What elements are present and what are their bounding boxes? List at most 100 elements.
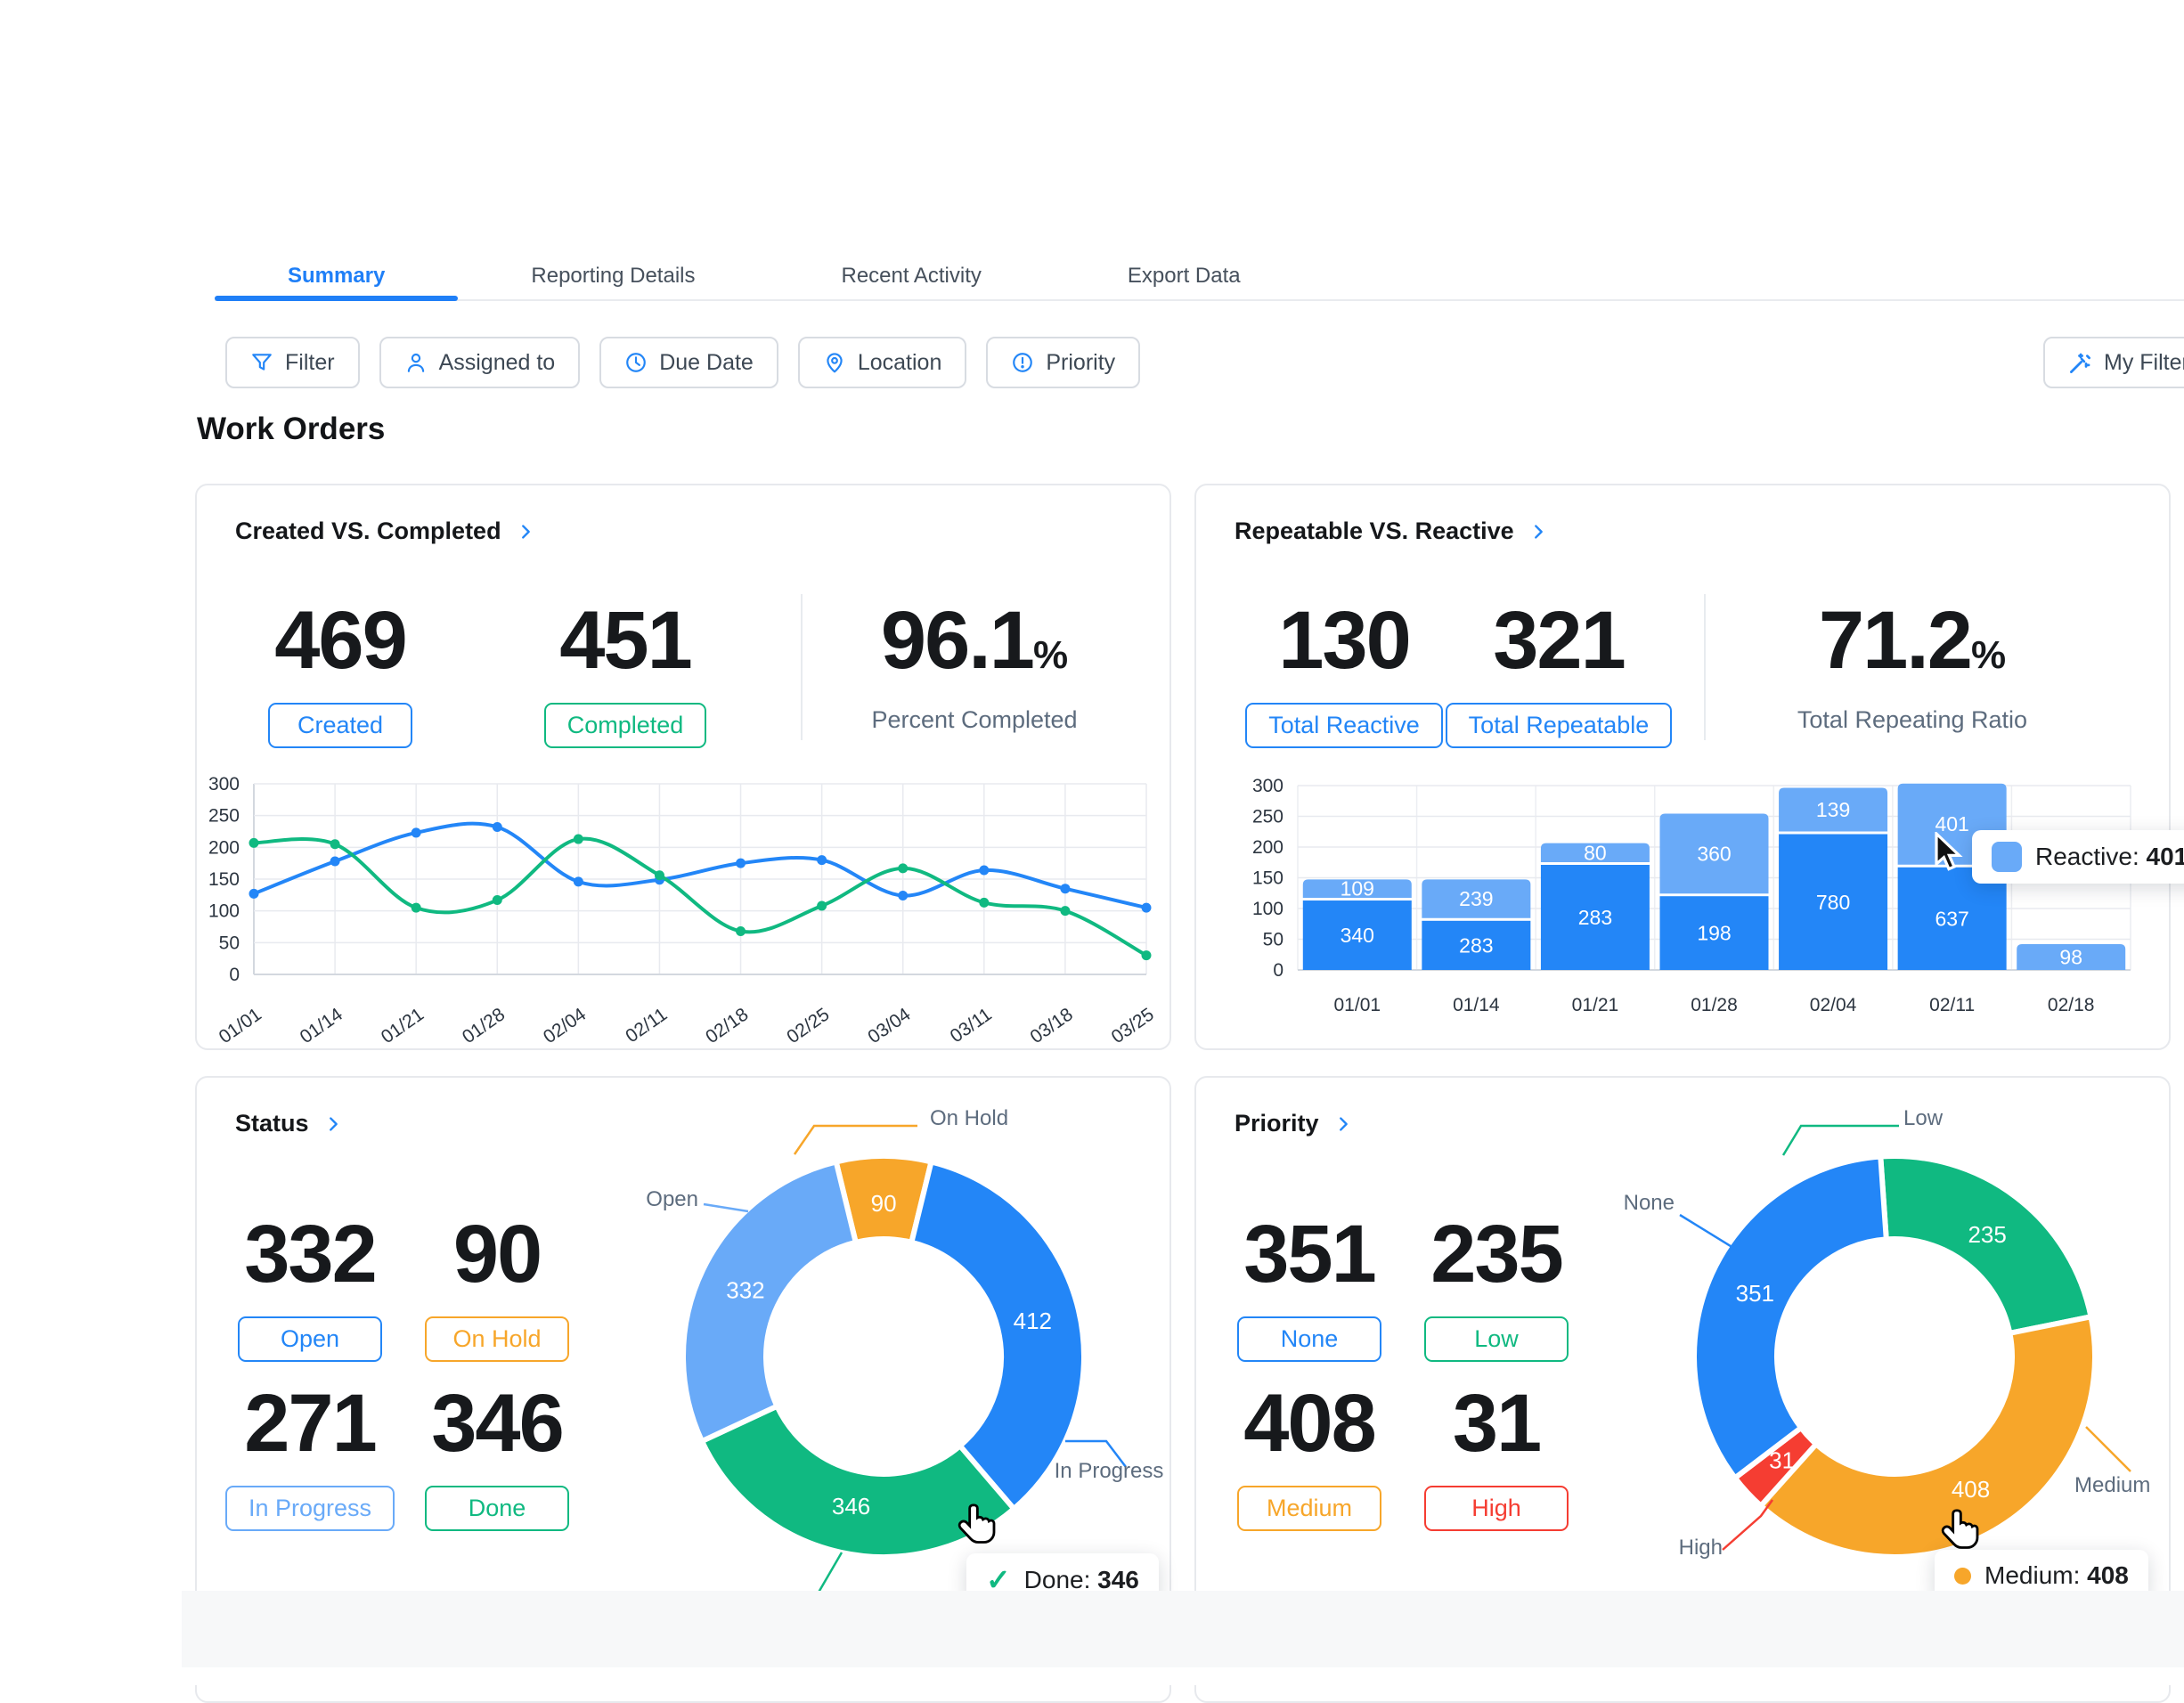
svg-text:0: 0: [229, 965, 240, 985]
reactive-swatch-icon: [1992, 842, 2022, 872]
pin-icon: [823, 351, 846, 374]
svg-text:01/21: 01/21: [1572, 995, 1619, 1015]
svg-text:250: 250: [208, 806, 240, 827]
svg-text:01/28: 01/28: [1691, 995, 1738, 1015]
svg-text:03/04: 03/04: [864, 1004, 915, 1047]
none-leader-label: None: [1541, 1189, 1675, 1218]
tab-recent-activity[interactable]: Recent Activity: [768, 252, 1054, 299]
svg-text:02/04: 02/04: [540, 1004, 591, 1047]
svg-text:300: 300: [1252, 776, 1284, 796]
assigned-to-button[interactable]: Assigned to: [379, 337, 581, 388]
svg-text:200: 200: [208, 837, 240, 858]
svg-text:250: 250: [1252, 807, 1284, 827]
svg-text:637: 637: [1935, 907, 1968, 930]
assigned-to-button-label: Assigned to: [439, 350, 556, 376]
svg-text:02/04: 02/04: [1810, 995, 1857, 1015]
filter-button[interactable]: Filter: [225, 337, 360, 388]
svg-text:98: 98: [2059, 946, 2082, 969]
user-icon: [404, 351, 428, 374]
svg-text:02/11: 02/11: [622, 1004, 671, 1047]
svg-text:408: 408: [1952, 1476, 1990, 1503]
svg-text:351: 351: [1736, 1280, 1774, 1307]
medium-dot-icon: [1954, 1568, 1971, 1585]
svg-text:02/18: 02/18: [702, 1004, 752, 1047]
svg-text:150: 150: [208, 869, 240, 890]
due-date-button-label: Due Date: [659, 350, 754, 376]
svg-text:360: 360: [1697, 842, 1731, 865]
svg-text:01/14: 01/14: [297, 1004, 347, 1047]
funnel-icon: [250, 351, 273, 374]
high-leader-label: High: [1589, 1534, 1723, 1562]
svg-text:283: 283: [1459, 933, 1493, 957]
svg-text:02/11: 02/11: [1929, 995, 1975, 1015]
location-button-label: Location: [858, 350, 942, 376]
svg-text:100: 100: [208, 901, 240, 922]
priority-button[interactable]: Priority: [986, 337, 1140, 388]
svg-text:200: 200: [1252, 837, 1284, 858]
svg-text:235: 235: [1968, 1221, 2006, 1248]
repeatable-vs-reactive-card: Repeatable VS. Reactive 130 Total Reacti…: [1194, 484, 2171, 1050]
svg-text:03/11: 03/11: [947, 1004, 996, 1047]
svg-text:0: 0: [1273, 960, 1284, 981]
svg-text:332: 332: [726, 1277, 764, 1304]
svg-text:139: 139: [1816, 798, 1850, 821]
svg-text:02/25: 02/25: [783, 1004, 833, 1047]
in-progress-leader-label: In Progress: [1051, 1457, 1167, 1486]
low-leader-label: Low: [1903, 1104, 1943, 1133]
on-hold-leader-label: On Hold: [930, 1104, 1008, 1133]
reactive-tooltip: Reactive: 401: [1972, 830, 2184, 884]
tooltip-value: 346: [1097, 1566, 1139, 1593]
svg-text:01/28: 01/28: [459, 1004, 509, 1047]
svg-text:239: 239: [1459, 887, 1493, 910]
my-filters-label: My Filters: [2104, 350, 2184, 376]
tab-summary[interactable]: Summary: [215, 252, 458, 299]
location-button[interactable]: Location: [798, 337, 967, 388]
my-filters-button[interactable]: My Filters: [2043, 337, 2184, 388]
repeatable-reactive-bar-chart[interactable]: 0 50 100 150 200 250 300 340 109 01/01 283 239 01/14…: [1196, 485, 2169, 1048]
tooltip-label: Reactive: [2035, 843, 2132, 870]
tab-bar: Summary Reporting Details Recent Activit…: [215, 252, 2184, 301]
svg-text:03/25: 03/25: [1108, 1004, 1158, 1047]
tooltip-label: Done: [1024, 1566, 1084, 1593]
page-bottom-gutter: [182, 1591, 2184, 1667]
page-bottom-margin: [0, 1667, 2184, 1685]
svg-text:109: 109: [1341, 877, 1374, 900]
tooltip-value: 408: [2087, 1561, 2129, 1589]
svg-text:01/14: 01/14: [1453, 995, 1500, 1015]
svg-text:03/18: 03/18: [1027, 1004, 1077, 1047]
svg-text:283: 283: [1578, 906, 1612, 929]
svg-text:02/18: 02/18: [2048, 995, 2095, 1015]
svg-text:01/01: 01/01: [1334, 995, 1381, 1015]
medium-leader-label: Medium: [2074, 1471, 2150, 1500]
svg-text:50: 50: [219, 933, 240, 953]
svg-text:01/21: 01/21: [378, 1004, 428, 1047]
tooltip-value: 401: [2147, 843, 2184, 870]
svg-text:90: 90: [871, 1190, 897, 1217]
arrow-cursor-icon: [1929, 832, 1970, 876]
tab-export-data[interactable]: Export Data: [1055, 252, 1314, 299]
priority-button-label: Priority: [1046, 350, 1115, 376]
hand-cursor-icon: [1938, 1507, 1984, 1553]
created-vs-completed-card: Created VS. Completed 469 Created 451 Co…: [195, 484, 1171, 1050]
page-title: Work Orders: [197, 411, 385, 447]
svg-text:100: 100: [1252, 899, 1284, 919]
due-date-button[interactable]: Due Date: [599, 337, 778, 388]
svg-text:780: 780: [1816, 891, 1850, 914]
svg-text:150: 150: [1252, 868, 1284, 889]
created-completed-line-chart[interactable]: 0 50 100 150 200 250 300 01/01 01/14 01/21 01/28 02…: [197, 485, 1169, 1048]
magic-wand-icon: [2068, 351, 2092, 375]
svg-text:300: 300: [208, 774, 240, 794]
svg-text:346: 346: [832, 1493, 870, 1520]
svg-text:01/01: 01/01: [216, 1004, 265, 1047]
clock-icon: [624, 351, 648, 374]
svg-text:198: 198: [1697, 922, 1731, 945]
filter-bar: Filter Assigned to Due Date Location Pri…: [225, 337, 1140, 388]
open-leader-label: Open: [565, 1186, 698, 1214]
hand-cursor-icon: [955, 1502, 1001, 1548]
tooltip-label: Medium: [1984, 1561, 2074, 1589]
svg-text:50: 50: [1263, 930, 1284, 950]
alert-icon: [1011, 351, 1034, 374]
tab-reporting-details[interactable]: Reporting Details: [458, 252, 768, 299]
filter-button-label: Filter: [285, 350, 335, 376]
svg-text:340: 340: [1341, 924, 1374, 947]
